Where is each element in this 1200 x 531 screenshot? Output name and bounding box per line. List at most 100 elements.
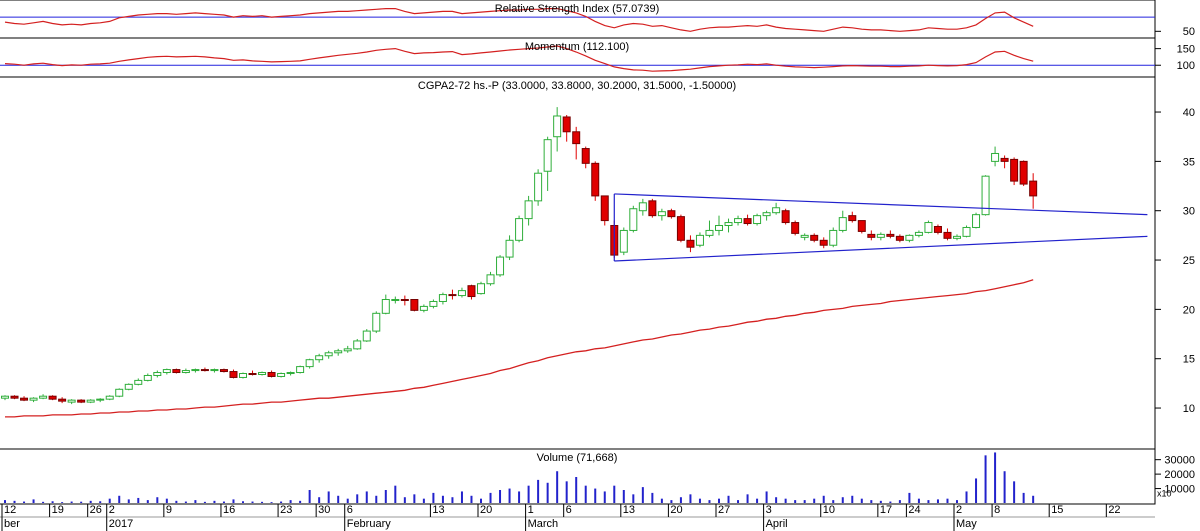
volume-bar [889,501,892,503]
candle-body [876,233,885,238]
y-tick-label: 30000 [1164,455,1195,467]
volume-bar [261,501,264,503]
volume-bar [708,500,711,503]
volume-bar [365,491,368,503]
candle-body [20,397,29,401]
x-tick-label: 1 [528,504,534,516]
volume-bar [670,500,673,503]
candle-body [29,397,38,401]
volume-bar [203,501,206,503]
volume-bar [784,498,787,503]
candle-body [848,215,857,222]
volume-bar [622,490,625,503]
volume-bar [422,498,425,503]
volume-bar [632,494,635,503]
candle-body [591,162,600,197]
volume-bar [194,500,197,503]
candle-body [467,285,476,298]
candle-body [10,395,19,399]
y-tick-label: 40 [1183,107,1195,119]
x-tick-label: 6 [566,504,572,516]
candle-body [715,225,723,231]
x-tick-label: 27 [718,504,730,516]
candle-body [153,372,162,376]
volume-bar [727,495,730,503]
x-tick-label: 17 [880,504,892,516]
candle-body [791,222,800,234]
panel-title: CGPA2-72 hs.-P (33.0000, 33.8000, 30.200… [418,80,736,92]
volume-bar [965,491,968,503]
volume-bar [451,497,454,503]
volume-bar [660,498,663,503]
volume-bar [280,501,283,503]
candle-body [477,283,485,295]
candle-body [438,294,447,302]
x-tick-label: 24 [908,504,920,516]
volume-bar [108,498,111,503]
volume-bar [698,498,701,503]
x-tick-label: 30 [318,504,330,516]
trendline [614,235,1148,262]
volume-bar [851,495,854,503]
candle-body [1,395,9,399]
x-tick-label: 23 [280,504,292,516]
y-tick-label: 30 [1183,206,1195,218]
volume-bar [137,497,140,503]
volume-bar [403,497,406,503]
volume-bar [879,500,882,503]
volume-bar [356,494,359,503]
volume-bar [489,492,492,503]
volume-bar [327,491,330,503]
volume-bar [556,471,559,503]
candle-body [124,383,133,390]
candle-body [705,229,714,236]
candle-body [772,207,781,214]
volume-bar [689,494,692,503]
volume-bar [822,495,825,503]
candle-body [39,395,48,399]
candle-body [210,369,219,372]
candle-body [667,210,676,218]
candle-body [562,116,571,133]
volume-bar [679,497,682,503]
x-tick-label: 19 [52,504,64,516]
volume-bar [270,502,273,503]
x-tick-label: 2 [109,504,115,516]
volume-bar [803,500,806,503]
candle-body [372,312,381,332]
candle-body [486,274,495,285]
x-tick-label: 12 [4,504,16,516]
candle-body [362,330,371,342]
candle-body [676,216,685,241]
candle-body [143,374,152,381]
indicator-line [4,45,1034,72]
candle-body [810,234,819,241]
x-group-label: April [766,518,788,530]
volume-bar [499,490,502,503]
candle-body [981,175,990,216]
candle-body [857,220,866,232]
candle-body [77,399,86,403]
volume-bar [1003,471,1006,503]
volume-bar [651,492,654,503]
volume-bar [146,500,149,503]
candle-body [400,299,409,302]
volume-bar [565,481,568,503]
candle-body [277,373,286,377]
candle-body [581,148,590,164]
volume-bar [813,498,816,503]
candle-body [448,294,457,297]
candle-body [181,370,190,374]
candle-body [838,217,847,231]
candle-body [105,395,114,400]
candle-body [515,218,524,241]
volume-bar [575,477,578,503]
candle-body [248,373,257,376]
panel-title: Volume (71,668) [537,452,618,464]
x-group-label: May [956,518,977,530]
volume-bar [89,500,92,503]
candle-body [229,371,238,378]
volume-bar [32,499,35,503]
volume-bar [441,495,444,503]
candle-body [972,214,981,228]
